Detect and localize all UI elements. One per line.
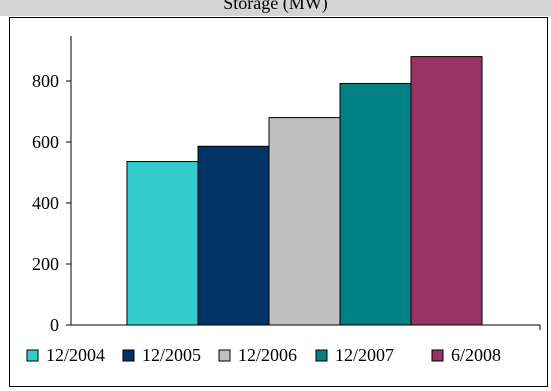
bar-12-2006 xyxy=(268,117,341,326)
legend-swatch xyxy=(431,349,444,362)
chart-title-bar: Storage (MW) xyxy=(0,0,551,16)
legend-swatch xyxy=(122,349,135,362)
legend-label: 6/2008 xyxy=(451,345,501,365)
bar-12-2004 xyxy=(126,161,199,326)
legend-swatch xyxy=(218,349,231,362)
y-tick-label: 600 xyxy=(32,132,59,152)
y-tick-label: 0 xyxy=(50,315,59,335)
legend-swatch xyxy=(315,349,328,362)
bar-12-2005 xyxy=(197,145,270,326)
legend-swatch xyxy=(26,349,39,362)
bar-6-2008 xyxy=(410,56,483,326)
chart-frame: 0 200 400 600 800 12/2004 12/2005 12/2006 12/20… xyxy=(9,17,548,387)
legend-label: 12/2004 xyxy=(46,345,105,365)
legend-label: 12/2007 xyxy=(335,345,394,365)
legend-label: 12/2006 xyxy=(238,345,297,365)
bar-12-2007 xyxy=(339,82,412,326)
y-tick-label: 400 xyxy=(32,193,59,213)
plot-area: 0 200 400 600 800 xyxy=(32,36,541,335)
y-tick-label: 800 xyxy=(32,71,59,91)
chart-title: Storage (MW) xyxy=(223,0,328,13)
legend: 12/2004 12/2005 12/2006 12/2007 6/2008 xyxy=(26,345,501,365)
legend-label: 12/2005 xyxy=(142,345,201,365)
y-tick-label: 200 xyxy=(32,254,59,274)
